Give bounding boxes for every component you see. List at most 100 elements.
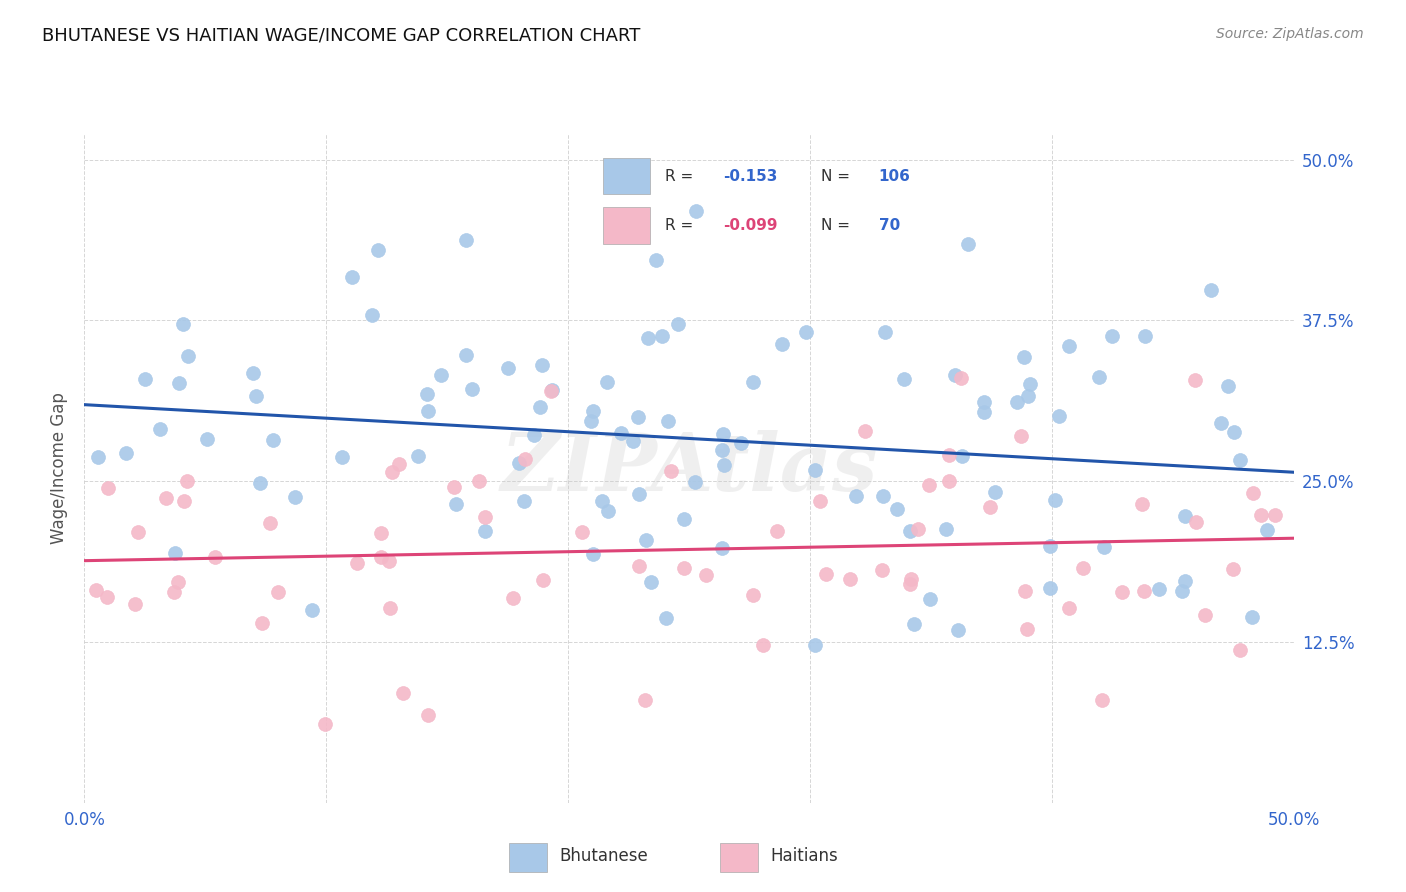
Point [508,456,530,470]
Point [579,415,602,429]
Point [1250,508,1272,522]
Point [1059,601,1081,615]
Text: BHUTANESE VS HAITIAN WAGE/INCOME GAP CORRELATION CHART: BHUTANESE VS HAITIAN WAGE/INCOME GAP COR… [42,27,641,45]
Point [444,497,467,511]
Point [262,434,284,448]
Point [416,387,439,401]
Point [541,383,564,397]
Point [523,428,546,442]
Point [683,475,706,489]
Point [346,556,368,570]
Point [1223,425,1246,439]
Point [1240,609,1263,624]
Point [1132,583,1154,598]
Point [685,204,707,219]
Text: Haitians: Haitians [770,847,838,865]
Point [918,477,941,491]
Point [284,490,307,504]
Y-axis label: Wage/Income Gap: Wage/Income Gap [51,392,69,544]
Point [149,421,172,435]
Point [97,482,120,496]
Point [711,541,734,555]
Point [952,449,974,463]
Point [903,616,925,631]
Point [803,638,825,652]
Point [610,425,633,440]
Point [598,504,620,518]
Point [381,465,404,479]
Point [893,372,915,386]
Point [770,337,793,351]
Text: ZIPAtlas: ZIPAtlas [501,430,877,507]
Point [1209,416,1232,430]
Point [1111,584,1133,599]
Point [582,547,605,561]
Point [640,574,662,589]
Point [513,494,536,508]
FancyBboxPatch shape [720,843,758,872]
Point [176,474,198,488]
Point [443,480,465,494]
Point [1194,608,1216,623]
Point [340,270,363,285]
Point [242,366,264,380]
Point [1092,541,1115,555]
Point [249,476,271,491]
Point [166,575,188,590]
Point [1184,373,1206,387]
Point [666,317,689,331]
Point [1043,493,1066,508]
Point [259,516,281,530]
Point [571,525,593,540]
Point [918,592,941,607]
Point [938,448,960,462]
Point [155,491,177,505]
Point [388,457,411,471]
Point [367,243,389,257]
Point [416,708,439,723]
Point [1005,395,1028,409]
Point [634,693,657,707]
Point [973,405,995,419]
Point [1222,562,1244,576]
Point [1199,283,1222,297]
Point [938,475,960,489]
Point [1039,539,1062,553]
Point [873,325,896,339]
Point [808,493,831,508]
Point [468,475,491,489]
Point [1229,643,1251,657]
Point [1017,622,1039,636]
Point [742,375,765,389]
Point [645,253,668,268]
Point [380,601,402,615]
Point [204,550,226,565]
Point [370,549,392,564]
Point [672,511,695,525]
Point [627,409,650,424]
Point [872,489,894,503]
Point [582,404,605,418]
Point [1019,377,1042,392]
Point [814,567,837,582]
Point [127,524,149,539]
Point [406,449,429,463]
Point [935,522,957,536]
Point [173,494,195,508]
Point [898,524,921,539]
Text: Source: ZipAtlas.com: Source: ZipAtlas.com [1216,27,1364,41]
Point [87,450,110,465]
Point [1071,560,1094,574]
Point [474,510,496,524]
Point [853,424,876,438]
Point [1017,389,1039,403]
Point [250,615,273,630]
Point [1047,409,1070,423]
Point [1101,329,1123,343]
Point [529,400,551,414]
Point [1132,497,1154,511]
Point [502,591,524,606]
Point [1059,339,1081,353]
Point [973,395,995,409]
Point [713,458,735,472]
